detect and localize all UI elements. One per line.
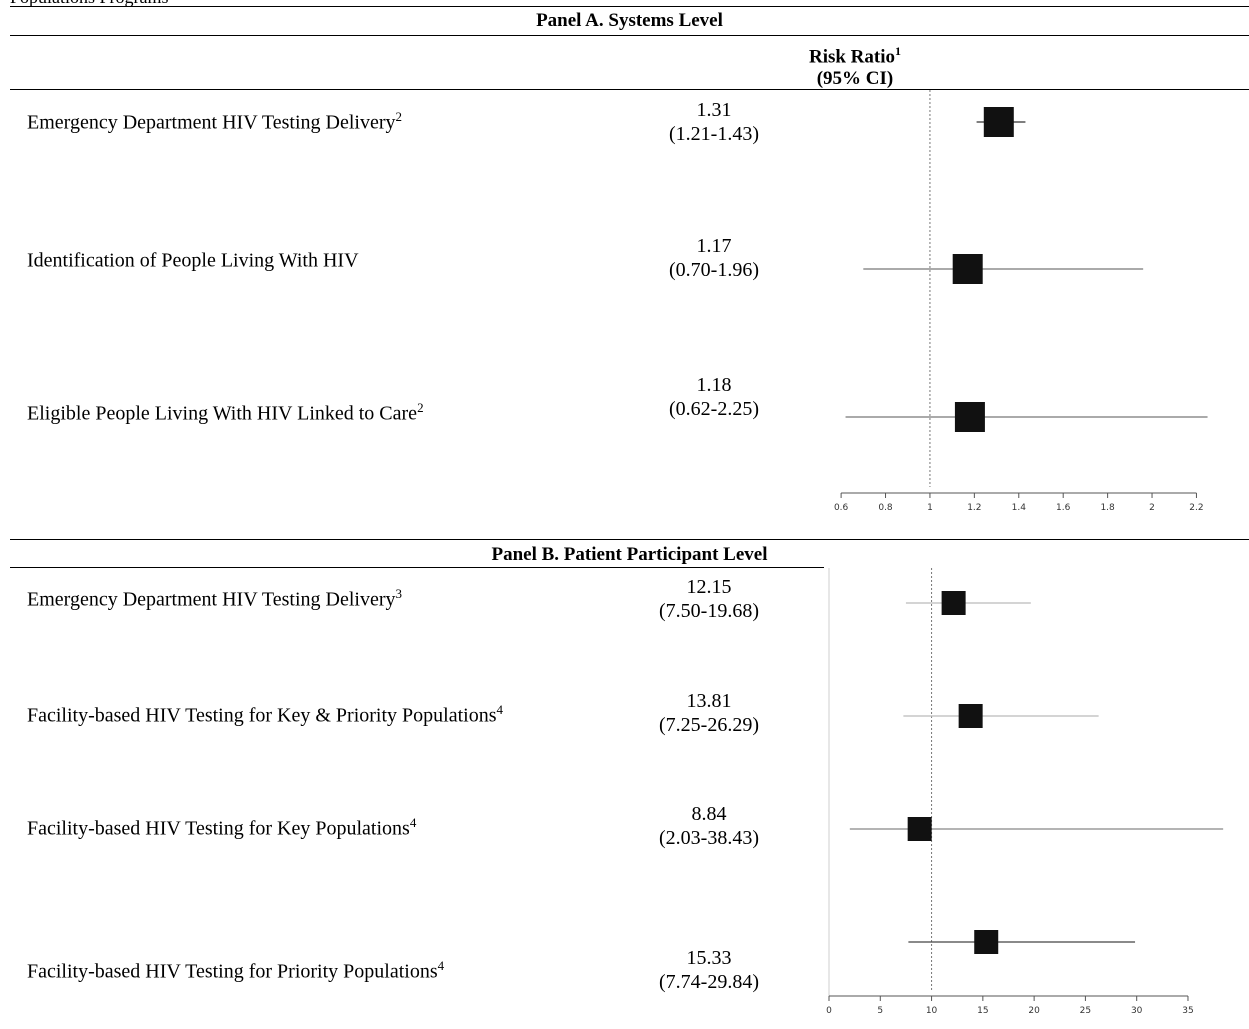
panel-a-row-rr: 1.17	[696, 235, 732, 257]
panel-b-row-estimate: 15.33 (7.74-29.84)	[609, 946, 809, 994]
x-tick-label: 20	[1028, 1006, 1040, 1016]
panel-b-row-label-text: Facility-based HIV Testing for Priority …	[27, 960, 438, 983]
panel-a-row-rr: 1.31	[696, 99, 732, 121]
panel-b-row-rr: 13.81	[686, 690, 732, 712]
panel-a-row-label-text: Eligible People Living With HIV Linked t…	[27, 402, 418, 425]
panel-b-row-label-text: Emergency Department HIV Testing Deliver…	[27, 588, 396, 611]
x-tick-label: 0	[826, 1006, 832, 1016]
panel-b-row-label: Emergency Department HIV Testing Deliver…	[27, 586, 402, 612]
panel-b-title: Panel B. Patient Participant Level	[491, 544, 768, 565]
x-tick-label: 0.6	[834, 503, 849, 513]
panel-b-row-ci: (7.25-26.29)	[659, 714, 759, 736]
panel-b-row-rr: 8.84	[691, 803, 727, 825]
panel-a-row-ci: (0.70-1.96)	[669, 259, 759, 281]
panel-b-row-label: Facility-based HIV Testing for Key & Pri…	[27, 702, 503, 728]
panel-b-row-sup: 4	[437, 958, 445, 973]
panel-b-row-label-text: Facility-based HIV Testing for Key Popul…	[27, 817, 410, 840]
x-tick-label: 5	[877, 1006, 883, 1016]
x-tick-label: 30	[1131, 1006, 1143, 1016]
x-tick-label: 1.2	[967, 503, 981, 513]
column-header-sup: 1	[895, 44, 902, 58]
x-tick-label: 1.4	[1012, 503, 1027, 513]
point-estimate-marker	[952, 254, 983, 284]
panel-b-row-label: Facility-based HIV Testing for Key Popul…	[27, 815, 416, 841]
rule-panel-b-top	[10, 539, 1249, 540]
point-estimate-marker	[974, 930, 999, 954]
panel-a-row-estimate: 1.17 (0.70-1.96)	[614, 234, 814, 282]
panel-b-row-sup: 4	[409, 815, 417, 830]
x-tick-label: 2	[1149, 503, 1155, 513]
rule-panel-b	[10, 567, 824, 568]
point-estimate-marker	[907, 817, 932, 841]
panel-a-row-rr: 1.18	[696, 374, 732, 396]
point-estimate-marker	[941, 591, 966, 615]
panel-b-row-ci: (7.74-29.84)	[659, 971, 759, 993]
column-header: Risk Ratio1 (95% CI)	[770, 40, 940, 90]
x-tick-label: 25	[1080, 1006, 1091, 1016]
panel-b-row-rr: 12.15	[686, 576, 732, 598]
panel-a-row-label: Eligible People Living With HIV Linked t…	[27, 400, 424, 426]
panel-b-row-ci: (7.50-19.68)	[659, 600, 759, 622]
panel-a-row-label-text: Emergency Department HIV Testing Deliver…	[27, 111, 396, 134]
x-tick-label: 35	[1182, 1006, 1193, 1016]
panel-a-title: Panel A. Systems Level	[536, 10, 723, 31]
panel-b-row-label-text: Facility-based HIV Testing for Key & Pri…	[27, 704, 497, 727]
panel-a-row-label: Emergency Department HIV Testing Deliver…	[27, 109, 402, 135]
panel-a-row-ci: (1.21-1.43)	[669, 123, 759, 145]
x-tick-label: 1.8	[1100, 503, 1115, 513]
panel-b-row-label: Facility-based HIV Testing for Priority …	[27, 958, 444, 984]
panel-a-row-sup: 2	[395, 109, 403, 124]
panel-a-row-sup: 2	[417, 400, 424, 415]
x-tick-label: 1	[927, 503, 933, 513]
panel-a-row-estimate: 1.31 (1.21-1.43)	[614, 98, 814, 146]
panel-a-row-ci: (0.62-2.25)	[669, 398, 759, 420]
column-header-line2: (95% CI)	[816, 68, 894, 90]
panel-b-row-sup: 4	[496, 702, 503, 717]
column-header-line1: Risk Ratio	[808, 46, 896, 68]
panel-a-row-estimate: 1.18 (0.62-2.25)	[614, 373, 814, 421]
x-tick-label: 1.6	[1056, 503, 1071, 513]
panel-a-row-label-text: Identification of People Living With HIV	[27, 249, 359, 272]
point-estimate-marker	[954, 402, 985, 432]
rule-panel-a	[10, 35, 1249, 36]
panel-b-row-ci: (2.03-38.43)	[659, 827, 759, 849]
x-tick-label: 15	[977, 1006, 988, 1016]
panel-b-row-rr: 15.33	[686, 947, 732, 969]
point-estimate-marker	[983, 107, 1014, 137]
panel-a-forest-plot: 0.6 0.8 1 1.2 1.4 1.6 1.8 2 2.2	[834, 90, 1208, 513]
rule-header	[10, 89, 1249, 90]
x-tick-label: 10	[926, 1006, 938, 1016]
panel-b-row-estimate: 13.81 (7.25-26.29)	[609, 689, 809, 737]
panel-b-row-estimate: 12.15 (7.50-19.68)	[609, 575, 809, 623]
header-fragment: Populations Programs	[10, 0, 169, 8]
panel-b-row-sup: 3	[395, 586, 403, 601]
panel-b-row-estimate: 8.84 (2.03-38.43)	[609, 802, 809, 850]
rule-top	[10, 6, 1249, 7]
x-tick-label: 2.2	[1189, 503, 1203, 513]
panel-a-row-label: Identification of People Living With HIV	[27, 247, 359, 273]
x-tick-label: 0.8	[878, 503, 893, 513]
point-estimate-marker	[958, 704, 983, 728]
panel-b-forest-plot: 0 5 10 15 20 25 30 35	[826, 568, 1224, 1016]
